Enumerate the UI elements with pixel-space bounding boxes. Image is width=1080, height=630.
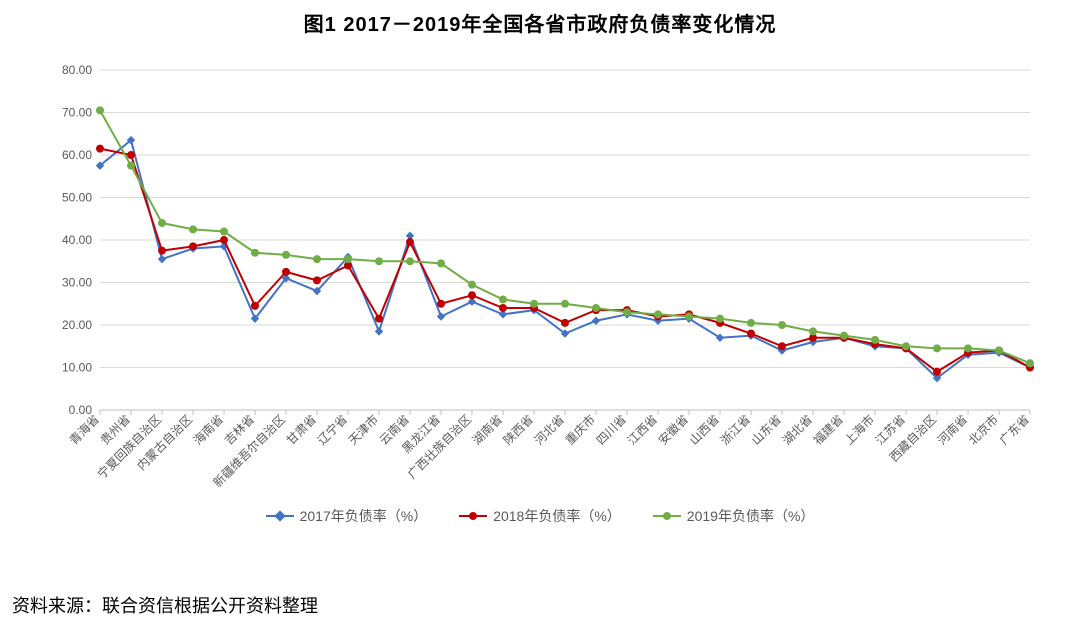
series-marker bbox=[1027, 360, 1034, 367]
series-marker bbox=[903, 343, 910, 350]
x-tick-label: 河南省 bbox=[934, 412, 970, 448]
x-tick-label: 四川省 bbox=[594, 412, 629, 447]
x-tick-label: 湖北省 bbox=[779, 412, 815, 448]
series-marker bbox=[97, 145, 104, 152]
x-tick-label: 山西省 bbox=[687, 412, 722, 447]
series-marker bbox=[438, 260, 445, 267]
series-marker bbox=[128, 162, 135, 169]
series-marker bbox=[841, 332, 848, 339]
series-marker bbox=[779, 322, 786, 329]
series-marker bbox=[624, 309, 631, 316]
x-tick-label: 山东省 bbox=[749, 412, 784, 447]
series-marker bbox=[469, 292, 476, 299]
series-marker bbox=[779, 343, 786, 350]
series-marker bbox=[252, 249, 259, 256]
series-marker bbox=[500, 305, 507, 312]
line-chart-svg: 0.0010.0020.0030.0040.0050.0060.0070.008… bbox=[40, 50, 1040, 530]
y-tick-label: 60.00 bbox=[62, 148, 92, 162]
series-marker bbox=[469, 281, 476, 288]
page: { "title": "图1 2017－2019年全国各省市政府负债率变化情况"… bbox=[0, 0, 1080, 630]
series-marker bbox=[407, 239, 414, 246]
series-marker bbox=[407, 258, 414, 265]
x-tick-label: 北京市 bbox=[965, 412, 1001, 448]
series-marker bbox=[345, 256, 352, 263]
series-marker bbox=[562, 300, 569, 307]
x-tick-label: 湖南省 bbox=[469, 412, 505, 448]
legend-label: 2017年负债率（%） bbox=[300, 506, 428, 526]
series-marker bbox=[872, 336, 879, 343]
series-marker bbox=[314, 277, 321, 284]
series-marker bbox=[438, 313, 445, 320]
x-tick-label: 甘肃省 bbox=[284, 412, 319, 447]
y-tick-label: 20.00 bbox=[62, 318, 92, 332]
x-tick-label: 辽宁省 bbox=[314, 412, 350, 448]
x-tick-label: 上海市 bbox=[841, 412, 877, 448]
series-marker bbox=[190, 243, 197, 250]
legend-label: 2018年负债率（%） bbox=[493, 506, 621, 526]
series-marker bbox=[283, 251, 290, 258]
legend-line-icon bbox=[653, 515, 681, 517]
series-marker bbox=[252, 302, 259, 309]
legend-line-icon bbox=[266, 515, 294, 517]
series-marker bbox=[159, 247, 166, 254]
series-marker bbox=[500, 296, 507, 303]
legend-line-icon bbox=[459, 515, 487, 517]
x-tick-label: 浙江省 bbox=[718, 412, 753, 447]
diamond-marker-icon bbox=[274, 510, 285, 521]
circle-marker-icon bbox=[469, 512, 477, 520]
x-tick-label: 福建省 bbox=[810, 412, 846, 448]
source-text: 资料来源：联合资信根据公开资料整理 bbox=[12, 592, 318, 618]
series-line bbox=[100, 149, 1030, 372]
x-tick-label: 海南省 bbox=[190, 412, 226, 448]
series-marker bbox=[562, 319, 569, 326]
circle-marker-icon bbox=[663, 512, 671, 520]
x-tick-label: 江西省 bbox=[625, 412, 660, 447]
series-marker bbox=[934, 345, 941, 352]
x-tick-label: 陕西省 bbox=[500, 412, 536, 448]
y-tick-label: 80.00 bbox=[62, 63, 92, 77]
series-marker bbox=[996, 347, 1003, 354]
x-tick-label: 广东省 bbox=[997, 412, 1032, 447]
series-marker bbox=[376, 258, 383, 265]
series-marker bbox=[531, 300, 538, 307]
legend-item: 2018年负债率（%） bbox=[459, 506, 621, 526]
series-marker bbox=[438, 300, 445, 307]
series-marker bbox=[159, 220, 166, 227]
legend-label: 2019年负债率（%） bbox=[687, 506, 815, 526]
x-tick-label: 天津市 bbox=[345, 412, 381, 448]
series-marker bbox=[314, 256, 321, 263]
chart-container: 0.0010.0020.0030.0040.0050.0060.0070.008… bbox=[40, 50, 1040, 530]
x-tick-label: 重庆市 bbox=[562, 412, 598, 448]
y-tick-label: 40.00 bbox=[62, 233, 92, 247]
legend-item: 2017年负债率（%） bbox=[266, 506, 428, 526]
series-marker bbox=[221, 237, 228, 244]
series-marker bbox=[593, 305, 600, 312]
series-marker bbox=[717, 315, 724, 322]
chart-title: 图1 2017－2019年全国各省市政府负债率变化情况 bbox=[0, 0, 1080, 37]
series-marker bbox=[655, 311, 662, 318]
series-marker bbox=[376, 315, 383, 322]
x-tick-label: 河北省 bbox=[532, 412, 567, 447]
y-tick-label: 30.00 bbox=[62, 276, 92, 290]
series-marker bbox=[934, 368, 941, 375]
series-marker bbox=[686, 313, 693, 320]
series-marker bbox=[748, 330, 755, 337]
series-marker bbox=[965, 345, 972, 352]
series-marker bbox=[748, 319, 755, 326]
y-tick-label: 50.00 bbox=[62, 191, 92, 205]
series-marker bbox=[221, 228, 228, 235]
legend: 2017年负债率（%） 2018年负债率（%） 2019年负债率（%） bbox=[40, 504, 1040, 526]
series-marker bbox=[159, 256, 166, 263]
legend-item: 2019年负债率（%） bbox=[653, 506, 815, 526]
series-marker bbox=[376, 328, 383, 335]
series-marker bbox=[190, 226, 197, 233]
x-tick-label: 安徽省 bbox=[655, 412, 691, 448]
series-marker bbox=[283, 268, 290, 275]
y-tick-label: 70.00 bbox=[62, 106, 92, 120]
series-marker bbox=[593, 317, 600, 324]
series-marker bbox=[97, 107, 104, 114]
series-marker bbox=[810, 328, 817, 335]
y-tick-label: 10.00 bbox=[62, 361, 92, 375]
series-marker bbox=[128, 152, 135, 159]
